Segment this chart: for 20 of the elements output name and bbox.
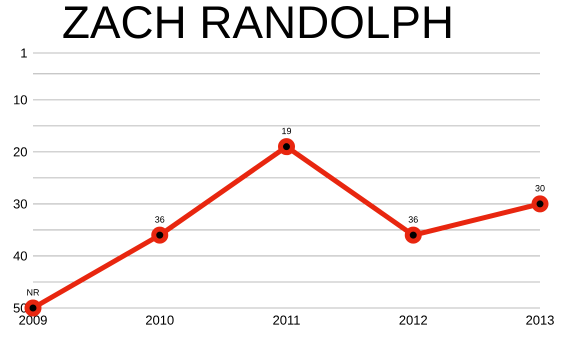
x-tick-label: 2010 <box>146 316 174 325</box>
x-tick-label: 2013 <box>526 316 554 325</box>
point <box>404 226 422 244</box>
point <box>532 195 549 212</box>
data-label: 36 <box>408 216 418 223</box>
data-label: NR <box>27 289 40 296</box>
point <box>151 226 168 244</box>
data-label: 30 <box>535 185 545 192</box>
point <box>278 138 296 156</box>
data-label: 19 <box>282 128 292 134</box>
y-tick-label: 20 <box>14 147 27 156</box>
y-tick-label: 1 <box>21 48 27 58</box>
x-tick-label: 2011 <box>273 316 300 325</box>
y-tick-label: 40 <box>13 251 27 261</box>
data-label: 36 <box>155 216 164 223</box>
x-tick-label: 2012 <box>400 316 427 325</box>
x-tick-label: 2009 <box>19 316 47 325</box>
y-tick-label: 30 <box>14 199 27 209</box>
y-tick-label: 10 <box>14 95 27 104</box>
chart-title: ZACH RANDOLPH <box>63 6 450 38</box>
